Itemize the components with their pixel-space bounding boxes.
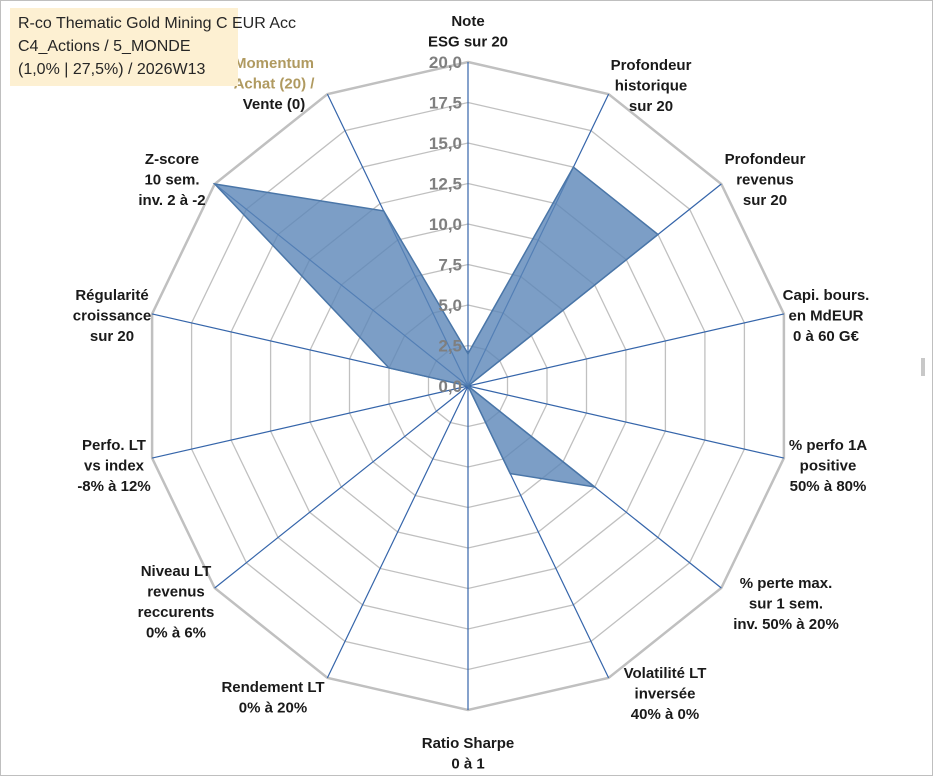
axis-spoke-4 — [467, 313, 785, 387]
axis-label-6-line-1: % perte max. — [740, 575, 833, 592]
axis-label-4-line-3: 0 à 60 G€ — [793, 328, 860, 345]
axis-label-5-line-1: % perfo 1A — [789, 437, 868, 454]
axis-spoke-9 — [326, 385, 469, 679]
axis-label-7-line-2: inversée — [635, 686, 696, 703]
axis-label-7-line-1: Volatilité LT — [624, 665, 707, 682]
axis-label-5-line-3: 50% à 80% — [790, 478, 867, 495]
axis-label-7-line-3: 40% à 0% — [631, 706, 699, 723]
axis-label-1-line-2: ESG sur 20 — [428, 34, 508, 51]
axis-label-10-line-3: reccurents — [138, 604, 215, 621]
axis-label-13-line-2: 10 sem. — [144, 172, 199, 189]
axis-label-2-line-1: Profondeur — [611, 57, 692, 74]
axis-label-14-line-1: Momentum — [234, 55, 314, 72]
axis-label-8-line-1: Ratio Sharpe — [422, 735, 515, 752]
tick-label-2: 5,0 — [438, 296, 462, 315]
tick-label-6: 15,0 — [429, 134, 462, 153]
axis-label-8-line-2: 0 à 1 — [451, 756, 484, 773]
tick-label-5: 12,5 — [429, 175, 462, 194]
axis-label-12-line-1: Régularité — [75, 287, 148, 304]
axis-label-2-line-3: sur 20 — [629, 98, 673, 115]
axis-label-4-line-1: Capi. bours. — [783, 287, 870, 304]
axis-label-5-line-2: positive — [800, 458, 857, 475]
axis-label-12-line-2: croissance — [73, 308, 151, 325]
title-line-fund: R-co Thematic Gold Mining C EUR Acc — [18, 15, 297, 32]
axis-label-10-line-4: 0% à 6% — [146, 625, 206, 642]
title-line-category: C4_Actions / 5_MONDE — [18, 38, 191, 55]
axis-label-11-line-1: Perfo. LT — [82, 437, 146, 454]
axis-label-12-line-3: sur 20 — [90, 328, 134, 345]
axis-label-10-line-1: Niveau LT — [141, 563, 212, 580]
axis-label-3-line-3: sur 20 — [743, 192, 787, 209]
axis-spoke-10 — [214, 385, 469, 589]
axis-label-11-line-3: -8% à 12% — [77, 478, 150, 495]
tick-label-0: 0,0 — [438, 377, 462, 396]
axis-label-10-line-2: revenus — [147, 584, 205, 601]
tick-label-3: 7,5 — [438, 256, 462, 275]
axis-label-9-line-1: Rendement LT — [221, 679, 324, 696]
axis-label-6-line-3: inv. 50% à 20% — [733, 616, 839, 633]
axis-label-9-line-2: 0% à 20% — [239, 700, 307, 717]
axis-label-13-line-3: inv. 2 à -2 — [138, 192, 205, 209]
tick-label-4: 10,0 — [429, 215, 462, 234]
axis-label-4-line-2: en MdEUR — [789, 308, 864, 325]
axis-label-14-line-3: Vente (0) — [243, 96, 306, 113]
axis-label-3-line-1: Profondeur — [725, 151, 806, 168]
axis-spoke-11 — [151, 385, 469, 459]
axis-label-14-line-2: Achat (20) / — [234, 76, 316, 93]
axis-spoke-5 — [467, 385, 785, 459]
axis-label-1-line-1: Note — [451, 13, 484, 30]
axis-label-2-line-2: historique — [615, 78, 688, 95]
tick-label-7: 17,5 — [429, 94, 462, 113]
tick-label-8: 20,0 — [429, 53, 462, 72]
axis-label-11-line-2: vs index — [84, 458, 145, 475]
axis-label-13-line-1: Z-score — [145, 151, 199, 168]
axis-label-6-line-2: sur 1 sem. — [749, 596, 823, 613]
title-line-period: (1,0% | 27,5%) / 2026W13 — [18, 61, 206, 78]
tick-label-1: 2,5 — [438, 337, 462, 356]
axis-label-3-line-2: revenus — [736, 172, 794, 189]
title-box: R-co Thematic Gold Mining C EUR Acc C4_A… — [10, 8, 297, 86]
scrollbar-thumb[interactable] — [921, 358, 925, 376]
